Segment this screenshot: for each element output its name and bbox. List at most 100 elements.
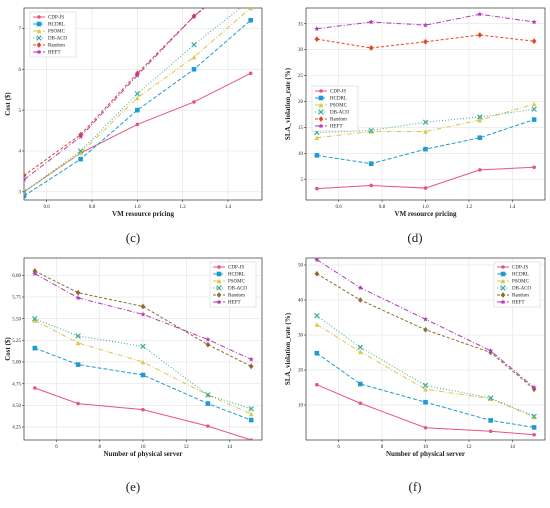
legend-label: CDP-JS [48,16,64,21]
data-point [422,22,429,28]
y-tick-label: 7 [19,27,22,32]
data-point [314,313,320,319]
data-point [422,316,429,322]
data-point [531,19,537,25]
data-point [248,417,254,423]
legend-marker [36,42,42,48]
data-point [32,315,38,322]
legend-marker [501,265,505,269]
data-point [357,284,363,291]
data-point [532,432,536,437]
series-line-heft [316,13,535,30]
data-point [423,186,428,190]
x-tick-label: 1.2 [180,205,187,210]
legend-label: HCDRL [228,273,245,278]
legend-label: Random [48,44,65,49]
data-point [531,384,537,390]
legend-label: HEFT [48,51,61,56]
x-tick-label: 0.8 [379,205,386,210]
data-point [77,148,84,154]
y-axis-label: SLA_violation_rate (%) [284,312,292,385]
y-tick-label: 5.50 [12,317,21,322]
legend-box [29,11,77,58]
y-axis-label: Cost ($) [4,337,12,361]
data-point [531,101,537,107]
data-point [369,183,373,188]
legend-marker [36,28,42,34]
series-line-psomc [316,324,535,418]
data-point [248,71,253,76]
data-point [488,418,493,423]
data-point [75,340,81,346]
y-tick-label: 4 [19,150,22,155]
data-point [248,363,254,370]
y-tick-label: 15 [298,126,304,131]
y-tick-label: 20 [298,100,304,105]
x-axis-label: Number of physical server [386,450,465,458]
panel-label: (f) [409,479,422,494]
series-line-psomc [34,319,252,415]
legend: CDP-JS HCDRL PSOMC DB-ACO Random HEFT [29,11,77,58]
series-line-random [316,34,535,49]
data-point [423,38,428,45]
data-point [477,117,483,123]
series-line-hcdrl [34,347,252,421]
data-point [248,411,254,417]
legend-label: HCDRL [512,273,529,278]
data-point [531,413,537,419]
data-point [423,129,428,134]
legend-label: HCDRL [48,23,65,28]
x-tick-label: 8 [381,445,384,450]
data-point [75,295,81,301]
data-point [134,72,140,78]
y-tick-label: 35 [298,22,304,27]
chart-panel-3: 6 8 10 12 14 4.25 4.50 4.75 5.00 5.25 5.50 5.75 6.00… [4,257,263,494]
series-line-heft [34,273,252,360]
x-tick-label: 8 [98,445,101,450]
legend-marker [318,109,324,115]
data-point [32,345,38,351]
y-tick-label: 5.00 [12,361,21,366]
data-point [140,311,146,317]
data-point [191,54,197,60]
x-tick-label: 1.4 [509,205,516,210]
data-point [314,25,320,32]
data-point [531,386,537,393]
y-tick-label: 25 [298,74,304,79]
x-tick-label: 0.6 [44,205,51,210]
data-point [477,135,483,141]
legend-label: DB-ACO [512,287,532,292]
y-tick-label: 6 [19,68,22,73]
x-axis-label: VM resource pricing [395,210,457,218]
legend-label: HEFT [512,301,525,306]
data-point [140,372,146,378]
data-point [135,122,140,127]
legend-marker [37,15,41,19]
legend-marker [318,95,324,101]
legend-label: Random [330,118,347,123]
legend-marker [36,35,42,41]
x-tick-label: 12 [184,445,190,450]
data-point [314,135,320,141]
data-point [314,350,320,356]
legend-marker [216,278,222,284]
data-point [205,336,211,342]
legend-label: DB-ACO [330,111,350,116]
x-axis-label: Number of physical server [104,450,183,458]
data-point [192,100,196,104]
data-point [248,406,254,412]
data-point [24,172,27,179]
data-point [357,344,364,350]
data-point [358,401,363,406]
series-line-psomc [316,103,535,139]
data-point [135,107,140,113]
legend-label: PSOMC [330,104,348,109]
legend-marker [36,21,42,27]
legend: CDP-JS HCDRL PSOMC DB-ACO Random HEFT [311,85,359,132]
data-point [206,424,210,428]
data-point [368,127,374,134]
y-tick-label: 30 [298,48,304,53]
data-point [532,165,536,170]
series-line-random [24,8,206,176]
legend: CDP-JS HCDRL PSOMC DB-ACO Random HEFT [493,261,541,308]
